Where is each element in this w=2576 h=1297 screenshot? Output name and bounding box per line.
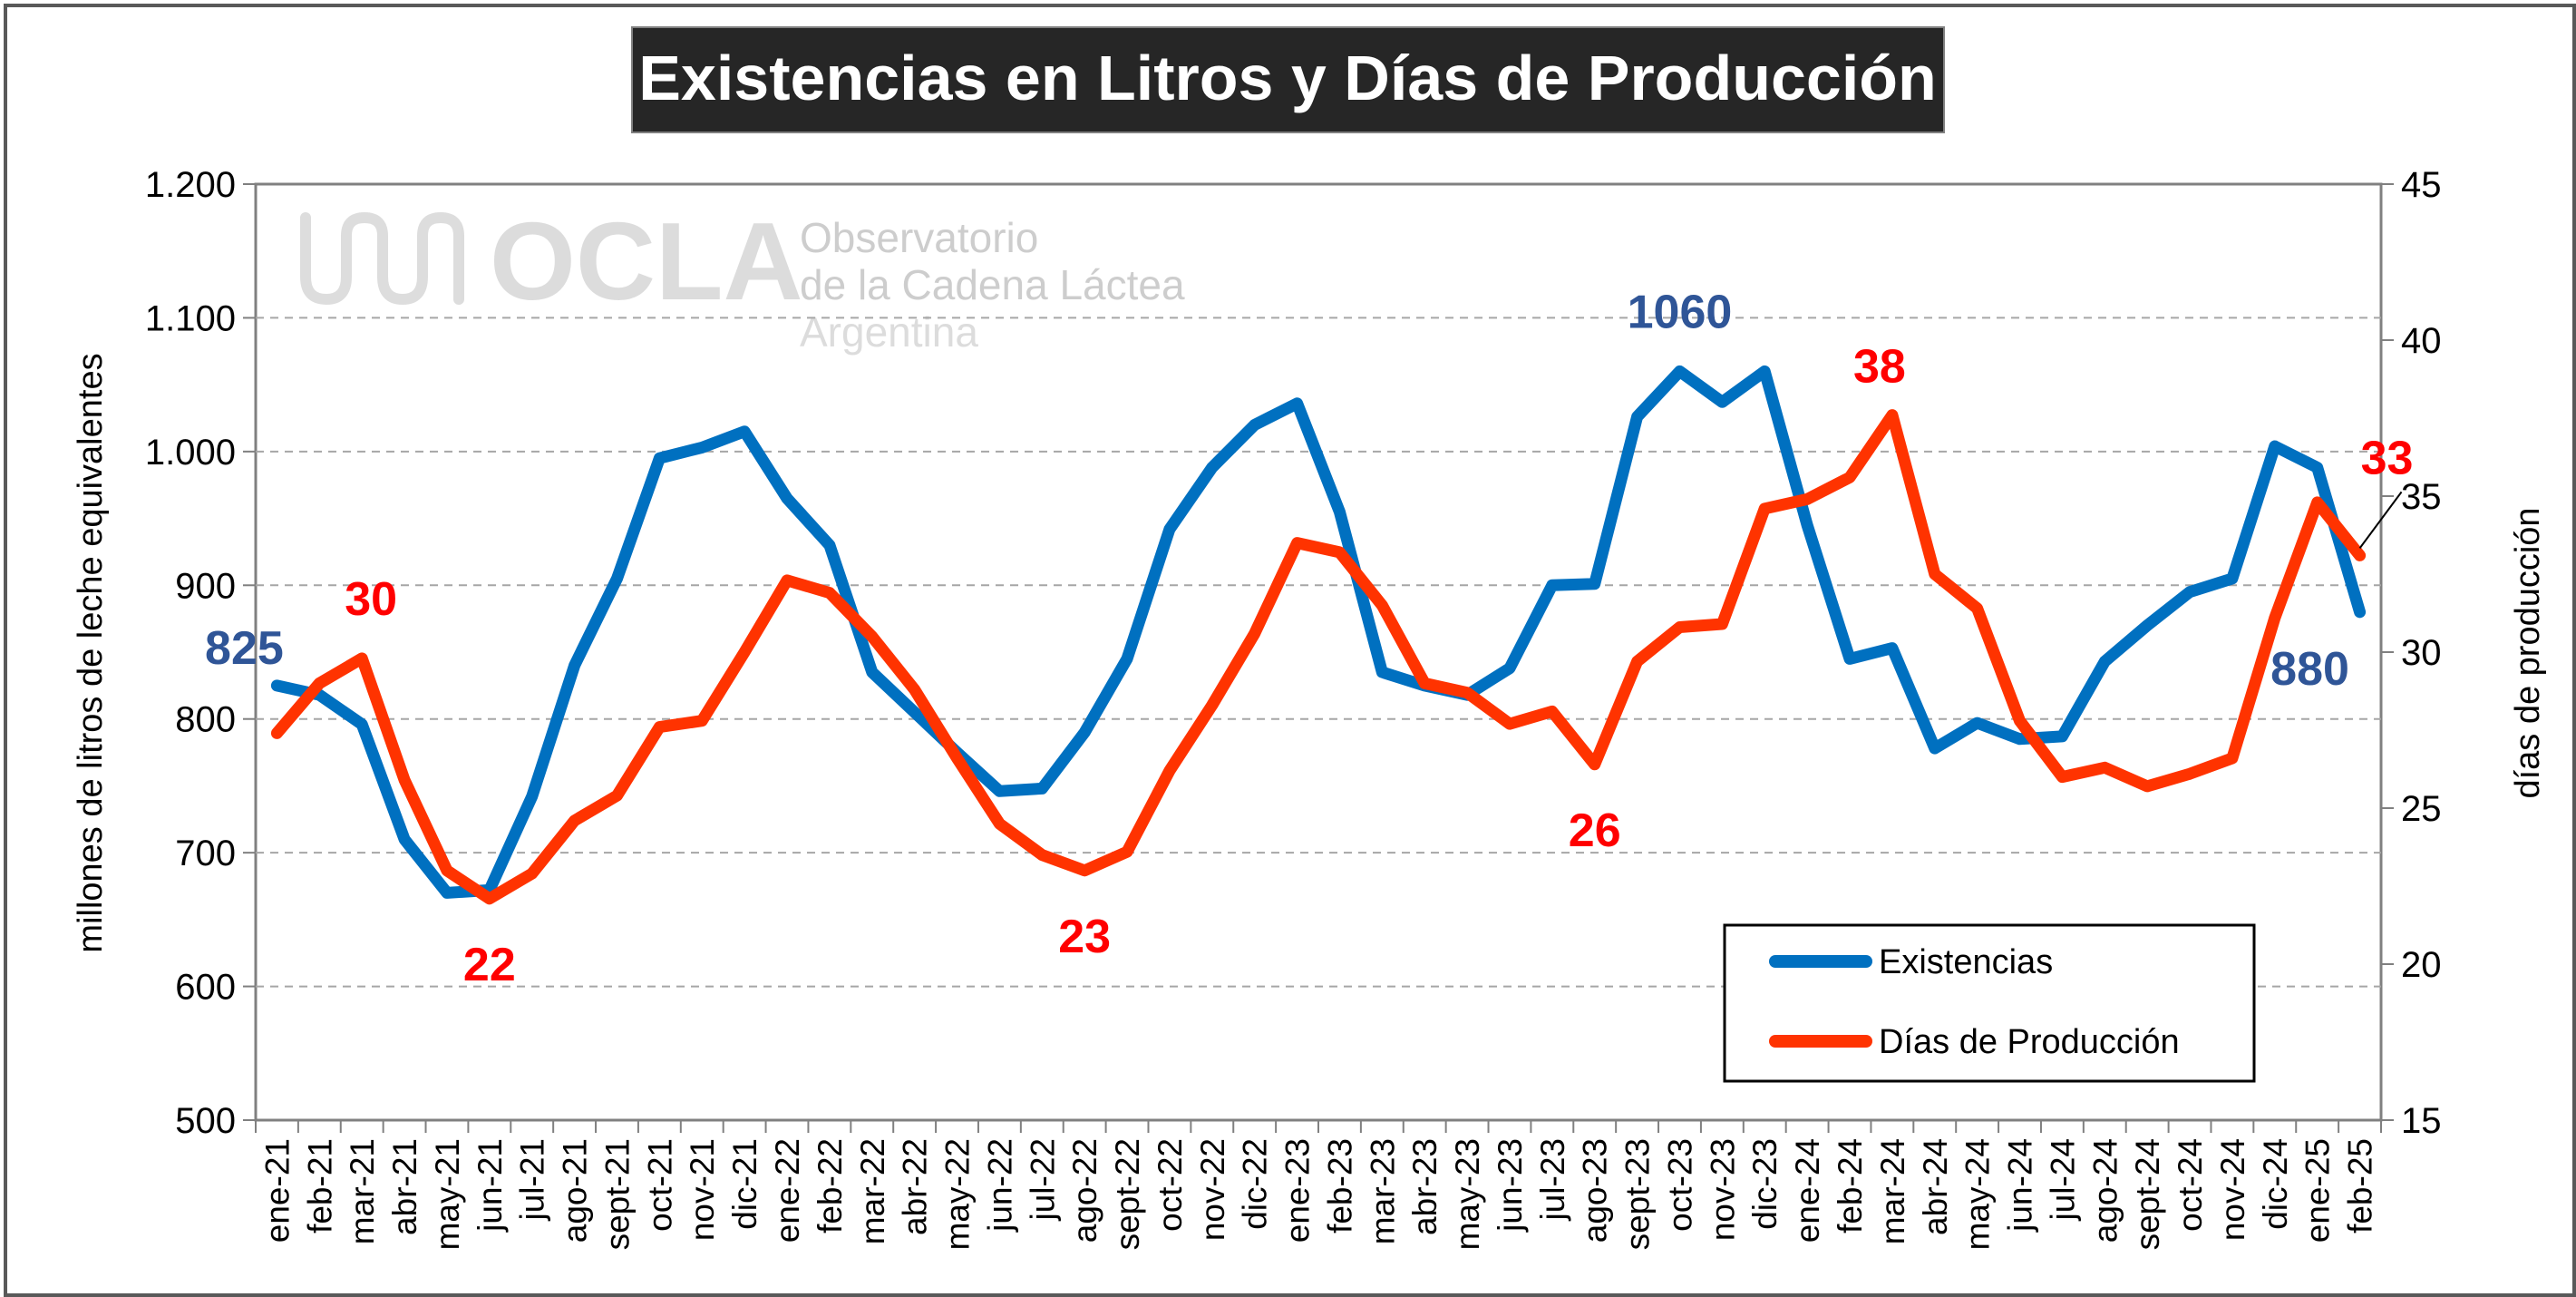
y-tick-label: 600 [175,968,236,1008]
x-tick-label: ene-22 [769,1138,806,1243]
x-tick-label: dic-23 [1746,1138,1784,1230]
x-tick-label: jun-22 [981,1138,1018,1233]
x-tick-label: mar-24 [1874,1138,1911,1244]
x-tick-label: mar-23 [1364,1138,1401,1244]
x-tick-label: jun-24 [2002,1138,2039,1233]
ocla-line3: Argentina [800,308,978,356]
x-tick-label: sept-24 [2129,1138,2166,1250]
ocla-line1: Observatorio [800,214,1038,261]
x-tick-label: may-23 [1449,1138,1486,1250]
data-label: 38 [1853,341,1906,394]
series-line-existencias [270,365,2367,899]
x-tick-label: oct-24 [2172,1138,2209,1232]
data-label: 22 [463,939,516,991]
y2-tick-label: 35 [2401,477,2442,517]
data-labels: 825 30 22 23 26 1060 38 33 880 [205,286,2413,990]
x-tick-label: oct-22 [1152,1138,1189,1232]
x-tick-label: ene-24 [1789,1138,1826,1243]
x-tick-label: dic-21 [726,1138,763,1230]
x-tick-label: jun-21 [471,1138,509,1233]
x-tick-label: abr-22 [897,1138,934,1235]
x-tick-label: nov-21 [684,1138,721,1241]
x-tick-label: sept-21 [598,1138,636,1250]
x-tick-label: may-21 [429,1138,466,1250]
data-label: 23 [1058,911,1111,963]
x-tick-label: jun-23 [1492,1138,1529,1233]
y-tick-label: 500 [175,1101,236,1141]
data-label: 26 [1569,805,1621,857]
x-tick-label: oct-21 [641,1138,678,1232]
x-tick-label: sept-23 [1619,1138,1657,1250]
series-line-dias-de-produccion [270,409,2367,905]
y2-tick-label: 20 [2401,945,2442,985]
y-axis-right: 15 20 25 30 35 40 45 [2381,165,2442,1141]
x-tick-label: nov-22 [1194,1138,1231,1241]
x-tick-label: feb-21 [301,1138,338,1234]
x-tick-label: oct-23 [1661,1138,1698,1232]
x-tick-label: mar-21 [344,1138,381,1244]
x-tick-label: feb-23 [1321,1138,1358,1234]
x-tick-label: ago-22 [1066,1138,1103,1243]
x-axis: ene-21 feb-21 mar-21 abr-21 may-21 jun-21 jul-… [255,1120,2382,1250]
x-tick-label: may-24 [1959,1138,1997,1250]
series-lines [270,365,2367,905]
x-tick-label: abr-24 [1917,1138,1954,1235]
data-label: 33 [2361,432,2414,484]
y-tick-label: 1.000 [145,433,236,473]
y2-tick-label: 25 [2401,789,2442,829]
x-tick-label: jul-22 [1024,1138,1061,1222]
x-tick-label: feb-22 [812,1138,849,1234]
y-axis-left: 500 600 700 800 900 1.000 1.100 1.200 [145,165,256,1141]
x-tick-label: nov-24 [2214,1138,2251,1241]
y2-tick-label: 40 [2401,321,2442,361]
x-tick-label: abr-23 [1406,1138,1444,1235]
x-tick-label: ago-21 [557,1138,594,1243]
y-tick-label: 700 [175,834,236,873]
x-tick-label: ene-23 [1279,1138,1317,1243]
x-tick-label: jul-23 [1534,1138,1571,1222]
x-tick-label: nov-23 [1704,1138,1741,1241]
x-tick-label: ene-25 [2299,1138,2337,1243]
y-axis-title: millones de litros de leche equivalentes [72,353,110,952]
y-tick-label: 1.200 [145,165,236,205]
x-tick-label: jul-21 [514,1138,551,1222]
x-tick-label: jul-24 [2044,1138,2081,1222]
label-leader-line [2358,491,2403,549]
y-tick-label: 1.100 [145,298,236,338]
title-banner: Existencias en Litros y Días de Producci… [631,26,1945,133]
data-label: 825 [205,622,284,675]
y2-tick-label: 45 [2401,165,2442,205]
x-tick-label: feb-24 [1832,1138,1869,1234]
y2-tick-label: 30 [2401,633,2442,673]
ocla-watermark: OCLA Observatorio de la Cadena Láctea Ar… [300,200,1185,356]
legend: Existencias Días de Producción [1723,923,2256,1083]
x-tick-label: may-22 [939,1138,977,1250]
ocla-logo-mark [300,211,464,306]
y2-axis-title: días de producción [2509,507,2547,798]
ocla-logo-text: OCLA [490,200,803,323]
ocla-line2: de la Cadena Láctea [800,261,1185,308]
data-label: 30 [345,573,397,626]
x-tick-label: ago-24 [2086,1138,2124,1243]
data-label: 1060 [1628,286,1733,338]
x-tick-label: dic-22 [1237,1138,1274,1230]
x-tick-label: ago-23 [1577,1138,1614,1243]
x-tick-label: ene-21 [258,1138,296,1243]
y2-tick-label: 15 [2401,1101,2442,1141]
x-tick-label: sept-22 [1109,1138,1146,1250]
legend-label-dias: Días de Producción [1879,1023,2180,1061]
x-tick-label: abr-21 [386,1138,423,1235]
x-tick-label: dic-24 [2257,1138,2294,1230]
x-tick-label: mar-22 [854,1138,891,1244]
x-tick-label: feb-25 [2342,1138,2379,1234]
y-tick-label: 900 [175,566,236,606]
chart-title: Existencias en Litros y Días de Producci… [638,43,1937,113]
legend-label-existencias: Existencias [1879,943,2053,981]
y-tick-label: 800 [175,700,236,740]
data-label: 880 [2270,643,2349,696]
legend-box [1723,923,2256,1083]
